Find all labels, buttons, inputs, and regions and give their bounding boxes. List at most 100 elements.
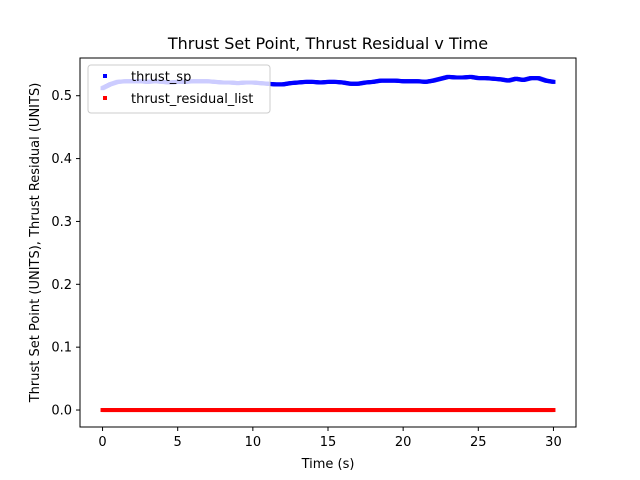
data-point: [386, 78, 391, 83]
data-point: [348, 81, 353, 86]
data-point: [438, 408, 443, 413]
data-point: [310, 79, 315, 84]
data-point: [303, 79, 308, 84]
data-point: [423, 79, 428, 84]
data-point: [160, 408, 165, 413]
data-point: [453, 75, 458, 80]
data-point: [123, 408, 128, 413]
y-axis-label: Thrust Set Point (UNITS), Thrust Residua…: [28, 83, 43, 404]
data-point: [453, 408, 458, 413]
data-point: [363, 80, 368, 85]
data-point: [513, 408, 518, 413]
data-point: [138, 408, 143, 413]
data-point: [183, 408, 188, 413]
data-point: [250, 408, 255, 413]
data-point: [280, 408, 285, 413]
legend-marker-thrust-sp: [103, 74, 107, 78]
data-point: [483, 76, 488, 81]
data-point: [235, 408, 240, 413]
data-point: [228, 408, 233, 413]
data-point: [371, 79, 376, 84]
data-point: [243, 408, 248, 413]
data-point: [356, 81, 361, 86]
data-point: [198, 408, 203, 413]
series-layer: [100, 74, 556, 413]
data-point: [401, 79, 406, 84]
data-point: [190, 408, 195, 413]
data-point: [115, 408, 120, 413]
plot-background: [80, 58, 576, 427]
x-tick-label: 15: [320, 435, 337, 450]
x-tick-label: 0: [98, 435, 106, 450]
x-tick-label: 5: [174, 435, 182, 450]
data-point: [521, 408, 526, 413]
data-point: [476, 76, 481, 81]
y-tick-label: 0.3: [51, 215, 72, 230]
data-point: [318, 80, 323, 85]
data-point: [145, 408, 150, 413]
data-point: [386, 408, 391, 413]
y-tick-label: 0.5: [51, 89, 72, 104]
data-point: [220, 408, 225, 413]
data-point: [498, 408, 503, 413]
data-point: [288, 408, 293, 413]
data-point: [130, 408, 135, 413]
data-point: [303, 408, 308, 413]
data-point: [536, 76, 541, 81]
y-tick-label: 0.0: [51, 404, 72, 419]
data-point: [491, 76, 496, 81]
data-point: [506, 408, 511, 413]
data-point: [416, 79, 421, 84]
data-point: [288, 81, 293, 86]
data-point: [273, 82, 278, 87]
legend-marker-thrust-residual-list: [103, 96, 107, 100]
data-point: [393, 408, 398, 413]
x-axis-label: Time (s): [301, 457, 355, 472]
data-point: [326, 79, 330, 84]
data-point: [431, 408, 436, 413]
y-tick-label: 0.1: [51, 341, 72, 356]
data-point: [506, 78, 511, 83]
data-point: [341, 408, 346, 413]
legend-box: [87, 64, 271, 114]
data-point: [461, 75, 466, 80]
data-point: [528, 76, 533, 81]
chart-title: Thrust Set Point, Thrust Residual v Time: [167, 34, 488, 53]
data-point: [363, 408, 368, 413]
data-point: [213, 408, 218, 413]
data-point: [551, 408, 556, 413]
data-point: [100, 408, 105, 413]
data-point: [318, 408, 323, 413]
data-point: [468, 408, 473, 413]
data-point: [348, 408, 353, 413]
data-point: [498, 77, 503, 82]
data-point: [295, 408, 300, 413]
data-point: [401, 408, 406, 413]
legend: thrust_sp thrust_residual_list: [87, 64, 271, 114]
data-point: [416, 408, 421, 413]
data-point: [423, 408, 428, 413]
data-point: [393, 78, 398, 83]
data-point: [378, 78, 383, 83]
data-point: [168, 408, 173, 413]
y-axis-ticks: 0.0 0.1 0.2 0.3 0.4 0.5: [51, 89, 80, 419]
data-point: [205, 408, 210, 413]
legend-label-thrust-residual-list: thrust_residual_list: [131, 92, 253, 107]
data-point: [543, 78, 548, 83]
data-point: [378, 408, 383, 413]
data-point: [438, 76, 443, 81]
data-point: [356, 408, 361, 413]
plot-frame: [79, 57, 577, 428]
x-tick-label: 30: [545, 435, 562, 450]
data-point: [258, 408, 263, 413]
data-point: [483, 408, 488, 413]
data-point: [310, 408, 315, 413]
data-point: [468, 74, 473, 79]
data-point: [408, 79, 413, 84]
data-point: [326, 408, 330, 413]
data-point: [543, 408, 548, 413]
data-point: [551, 79, 556, 84]
x-tick-label: 25: [470, 435, 487, 450]
x-axis-ticks: 0 5 10 15 20 25 30: [98, 427, 562, 450]
